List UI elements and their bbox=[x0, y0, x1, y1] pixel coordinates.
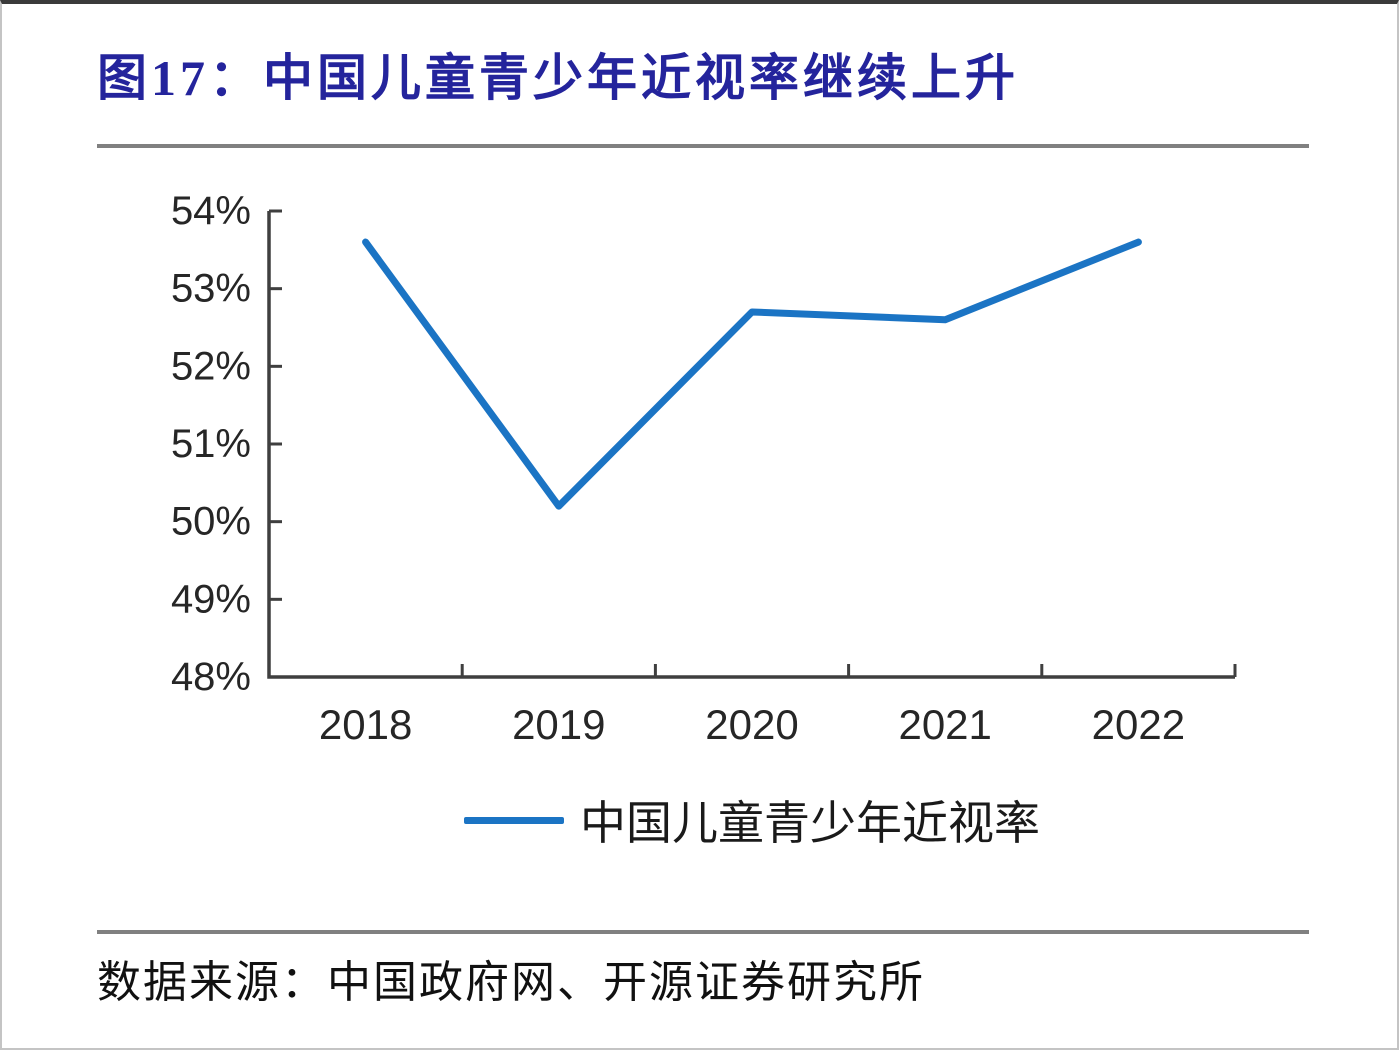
chart-legend: 中国儿童青少年近视率 bbox=[269, 794, 1235, 849]
x-axis-tick-label: 2021 bbox=[898, 701, 991, 748]
y-axis-tick-label: 51% bbox=[171, 422, 251, 466]
y-axis-tick-label: 52% bbox=[171, 344, 251, 388]
data-source-text: 数据来源：中国政府网、开源证券研究所 bbox=[97, 958, 925, 1007]
y-axis-tick-label: 53% bbox=[171, 267, 251, 311]
y-axis-tick-label: 49% bbox=[171, 577, 251, 621]
x-axis-tick-label: 2019 bbox=[512, 701, 605, 748]
line-chart: 48% 49% 50% 51% 52% 53% 54% 2018 2019 2020 2021 202… bbox=[171, 189, 1237, 748]
y-axis-tick-label: 50% bbox=[171, 500, 251, 544]
figure-title: 图17：中国儿童青少年近视率继续上升 bbox=[97, 50, 1019, 106]
legend-line-swatch bbox=[464, 816, 564, 824]
x-axis-tick-label: 2022 bbox=[1092, 701, 1185, 748]
top-divider-rule bbox=[97, 144, 1309, 148]
y-axis-tick-label: 54% bbox=[171, 189, 251, 233]
myopia-rate-line bbox=[362, 238, 1142, 510]
x-axis-tick-label: 2020 bbox=[705, 701, 798, 748]
axis-lines bbox=[267, 211, 1235, 679]
legend-label: 中国儿童青少年近视率 bbox=[580, 798, 1040, 849]
x-axis-tick-label: 2018 bbox=[319, 701, 412, 748]
y-axis-tick-label: 48% bbox=[171, 655, 251, 699]
bottom-divider-rule bbox=[97, 930, 1309, 934]
